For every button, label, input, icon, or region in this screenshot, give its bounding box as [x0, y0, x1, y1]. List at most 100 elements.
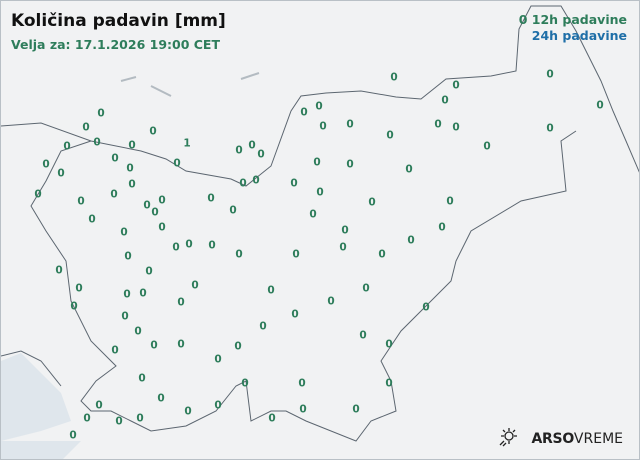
station-value: 0 [157, 392, 165, 405]
station-value: 0 [208, 239, 216, 252]
station-value: 0 [124, 250, 132, 263]
station-value: 0 [386, 129, 394, 142]
station-value: 0 [70, 300, 78, 313]
station-value: 0 [339, 241, 347, 254]
station-value: 0 [390, 71, 398, 84]
station-value: 0 [128, 139, 136, 152]
station-value: 0 [83, 412, 91, 425]
station-value: 0 [315, 100, 323, 113]
station-value: 0 [252, 174, 260, 187]
station-value: 0 [346, 118, 354, 131]
station-value: 0 [136, 412, 144, 425]
arso-logo: ARSOVREME [498, 427, 623, 447]
station-value: 0 [405, 163, 413, 176]
station-value: 0 [128, 178, 136, 191]
station-value: 0 [63, 140, 71, 153]
station-value: 0 [123, 288, 131, 301]
station-value: 0 [158, 194, 166, 207]
station-value: 0 [327, 295, 335, 308]
station-value: 0 [385, 377, 393, 390]
station-value: 0 [97, 107, 105, 120]
station-value: 0 [111, 152, 119, 165]
station-value: 0 [69, 429, 77, 442]
station-value: 1 [183, 137, 191, 150]
station-value: 0 [259, 320, 267, 333]
legend-24h-label: 24h padavine [531, 28, 627, 43]
station-value: 0 [214, 353, 222, 366]
station-value: 0 [290, 177, 298, 190]
slovenia-border-south [30, 130, 577, 442]
station-value: 0 [483, 140, 491, 153]
station-value: 0 [134, 325, 142, 338]
station-value: 0 [158, 221, 166, 234]
station-value: 0 [596, 99, 604, 112]
station-value: 0 [346, 158, 354, 171]
station-value: 0 [138, 372, 146, 385]
station-value: 0 [185, 238, 193, 251]
station-value: 0 [239, 177, 247, 190]
station-value: 0 [207, 192, 215, 205]
station-value: 0 [77, 195, 85, 208]
coastline [1, 350, 62, 387]
station-value: 0 [313, 156, 321, 169]
station-value: 0 [267, 284, 275, 297]
station-value: 0 [172, 241, 180, 254]
station-value: 0 [110, 188, 118, 201]
station-value: 0 [341, 224, 349, 237]
logo-product: VREME [573, 430, 623, 447]
station-value: 0 [151, 206, 159, 219]
station-value: 0 [546, 122, 554, 135]
station-value: 0 [352, 403, 360, 416]
station-value: 0 [438, 221, 446, 234]
station-value: 0 [75, 282, 83, 295]
station-value: 0 [407, 234, 415, 247]
valid-time: Velja za: 17.1.2026 19:00 CET [11, 37, 220, 52]
station-value: 0 [34, 188, 42, 201]
station-value: 0 [126, 162, 134, 175]
station-value: 0 [241, 377, 249, 390]
station-value: 0 [177, 338, 185, 351]
station-value: 0 [184, 405, 192, 418]
station-value: 0 [299, 403, 307, 416]
station-value: 0 [55, 264, 63, 277]
map-title: Količina padavin [mm] [11, 11, 226, 31]
station-value: 0 [82, 121, 90, 134]
station-value: 0 [173, 157, 181, 170]
legend-12h: 0 12h padavine [519, 12, 627, 28]
station-value: 0 [177, 296, 185, 309]
station-value: 0 [359, 329, 367, 342]
station-value: 0 [422, 301, 430, 314]
station-value: 0 [115, 415, 123, 428]
logo-brand: ARSO [531, 430, 575, 447]
station-value: 0 [546, 68, 554, 81]
station-value: 0 [235, 144, 243, 157]
station-value: 0 [235, 248, 243, 261]
station-value: 0 [143, 199, 151, 212]
station-value: 0 [441, 94, 449, 107]
station-value: 0 [149, 125, 157, 138]
slovenia-border [1, 5, 639, 187]
station-value: 0 [385, 338, 393, 351]
station-value: 0 [300, 106, 308, 119]
station-value: 0 [452, 121, 460, 134]
sun-rain-icon [499, 428, 517, 447]
station-value: 0 [95, 399, 103, 412]
station-value: 0 [434, 118, 442, 131]
legend-sample-value: 0 [518, 12, 528, 27]
station-value: 0 [248, 139, 256, 152]
station-value: 0 [42, 158, 50, 171]
station-value: 0 [446, 195, 454, 208]
station-value: 0 [316, 186, 324, 199]
station-value: 0 [93, 136, 101, 149]
station-value: 0 [298, 377, 306, 390]
station-value: 0 [309, 208, 317, 221]
station-value: 0 [229, 204, 237, 217]
lakes [120, 72, 260, 97]
station-value: 0 [139, 287, 147, 300]
station-value: 0 [234, 340, 242, 353]
station-value: 0 [111, 344, 119, 357]
station-value: 0 [319, 120, 327, 133]
station-value: 0 [191, 279, 199, 292]
